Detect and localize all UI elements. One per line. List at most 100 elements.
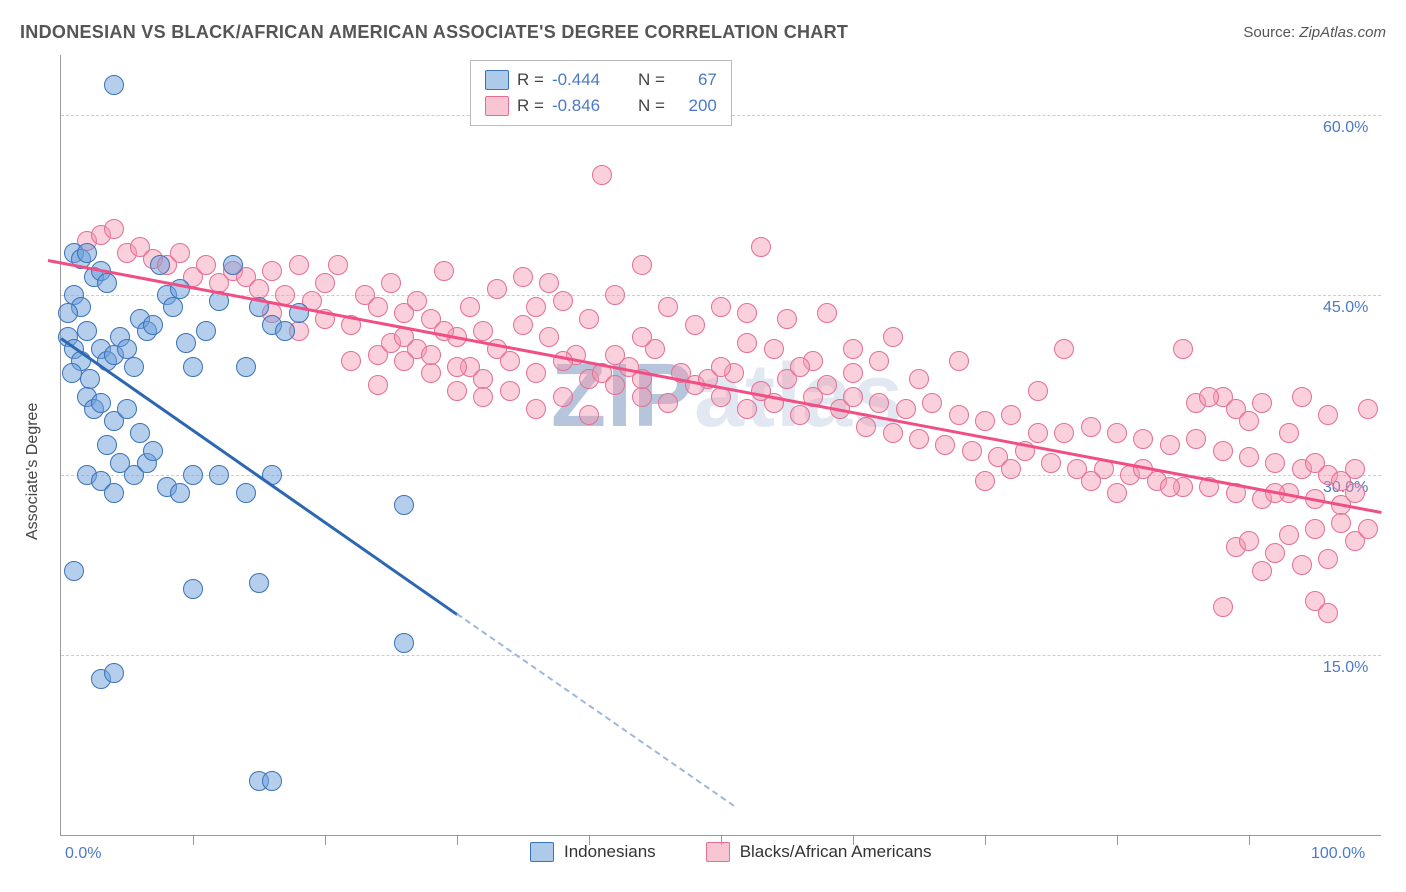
scatter-point-pink [975, 471, 995, 491]
scatter-point-pink [553, 291, 573, 311]
scatter-point-blue [97, 435, 117, 455]
scatter-point-blue [163, 297, 183, 317]
chart-title: INDONESIAN VS BLACK/AFRICAN AMERICAN ASS… [20, 22, 848, 43]
r-value: -0.846 [552, 93, 622, 119]
scatter-point-pink [262, 261, 282, 281]
ytick-label: 60.0% [1323, 119, 1368, 137]
scatter-point-blue [104, 483, 124, 503]
scatter-point-pink [869, 351, 889, 371]
scatter-point-pink [381, 273, 401, 293]
scatter-point-pink [539, 273, 559, 293]
scatter-point-pink [1160, 435, 1180, 455]
scatter-point-pink [1279, 423, 1299, 443]
scatter-point-blue [58, 303, 78, 323]
r-label: R = [517, 67, 544, 93]
source-attribution: Source: ZipAtlas.com [1243, 24, 1386, 41]
scatter-point-pink [447, 381, 467, 401]
scatter-point-pink [817, 375, 837, 395]
scatter-point-blue [77, 243, 97, 263]
trendline-blue-extrapolated [456, 613, 734, 807]
scatter-point-pink [711, 357, 731, 377]
scatter-point-blue [64, 561, 84, 581]
scatter-point-blue [77, 321, 97, 341]
scatter-point-blue [80, 369, 100, 389]
scatter-point-pink [1081, 417, 1101, 437]
scatter-point-pink [883, 423, 903, 443]
scatter-point-pink [1041, 453, 1061, 473]
xtick [985, 835, 986, 845]
x-start-label: 0.0% [65, 845, 101, 863]
scatter-point-blue [91, 393, 111, 413]
scatter-point-pink [421, 363, 441, 383]
xtick [193, 835, 194, 845]
scatter-point-pink [1318, 405, 1338, 425]
scatter-point-pink [1028, 381, 1048, 401]
legend-row: R =-0.444N =67 [485, 67, 717, 93]
scatter-point-blue [170, 483, 190, 503]
scatter-point-pink [632, 327, 652, 347]
chart-container: INDONESIAN VS BLACK/AFRICAN AMERICAN ASS… [0, 0, 1406, 892]
scatter-point-blue [97, 273, 117, 293]
scatter-point-pink [526, 399, 546, 419]
scatter-point-pink [434, 261, 454, 281]
n-label: N = [638, 67, 665, 93]
scatter-point-blue [223, 255, 243, 275]
scatter-point-blue [236, 357, 256, 377]
scatter-point-blue [394, 495, 414, 515]
scatter-point-pink [605, 285, 625, 305]
scatter-point-pink [1054, 423, 1074, 443]
scatter-point-pink [777, 309, 797, 329]
scatter-point-pink [909, 429, 929, 449]
scatter-point-pink [1199, 387, 1219, 407]
scatter-point-pink [935, 435, 955, 455]
scatter-point-pink [487, 279, 507, 299]
scatter-point-pink [1107, 423, 1127, 443]
scatter-point-pink [341, 351, 361, 371]
source-value: ZipAtlas.com [1299, 24, 1386, 41]
scatter-point-pink [1292, 555, 1312, 575]
legend-label-pink: Blacks/African Americans [740, 842, 932, 862]
correlation-legend: R =-0.444N =67R = -0.846 N = 200 [470, 60, 732, 126]
scatter-point-pink [605, 345, 625, 365]
scatter-point-pink [1252, 393, 1272, 413]
scatter-point-blue [183, 357, 203, 377]
source-label: Source: [1243, 24, 1295, 41]
ytick-label: 45.0% [1323, 299, 1368, 317]
scatter-point-blue [62, 363, 82, 383]
legend-swatch-blue [530, 842, 554, 862]
scatter-point-pink [1279, 525, 1299, 545]
series-legend: Indonesians Blacks/African Americans [530, 842, 931, 862]
scatter-point-pink [711, 297, 731, 317]
scatter-point-pink [1265, 453, 1285, 473]
scatter-point-pink [1345, 483, 1365, 503]
scatter-point-pink [658, 297, 678, 317]
scatter-point-pink [764, 339, 784, 359]
scatter-point-pink [869, 393, 889, 413]
scatter-point-pink [328, 255, 348, 275]
scatter-point-pink [605, 375, 625, 395]
scatter-point-pink [1186, 429, 1206, 449]
scatter-point-pink [1160, 477, 1180, 497]
scatter-point-pink [658, 393, 678, 413]
scatter-point-pink [856, 417, 876, 437]
scatter-point-pink [460, 297, 480, 317]
scatter-point-blue [143, 441, 163, 461]
scatter-point-pink [922, 393, 942, 413]
n-value: 200 [673, 93, 717, 119]
scatter-point-blue [262, 771, 282, 791]
scatter-point-pink [1028, 423, 1048, 443]
scatter-point-pink [751, 237, 771, 257]
scatter-point-pink [500, 381, 520, 401]
scatter-point-blue [183, 465, 203, 485]
scatter-point-pink [473, 387, 493, 407]
scatter-point-blue [275, 321, 295, 341]
scatter-point-pink [737, 303, 757, 323]
scatter-point-pink [539, 327, 559, 347]
scatter-point-pink [579, 309, 599, 329]
scatter-point-pink [473, 321, 493, 341]
scatter-point-pink [447, 357, 467, 377]
scatter-point-pink [1213, 597, 1233, 617]
scatter-point-pink [962, 441, 982, 461]
legend-swatch [485, 70, 509, 90]
scatter-point-pink [473, 369, 493, 389]
